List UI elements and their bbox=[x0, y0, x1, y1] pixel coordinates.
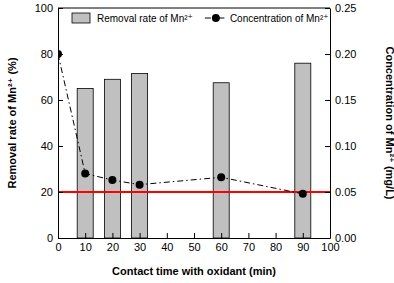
tick: 20 bbox=[107, 233, 119, 253]
legend-label: Removal rate of Mn²⁺ bbox=[97, 13, 193, 24]
tick-label: 40 bbox=[161, 241, 173, 253]
line bbox=[58, 54, 303, 194]
tick: 40 bbox=[41, 140, 63, 152]
tick: 80 bbox=[41, 48, 63, 60]
tick-mark bbox=[85, 233, 86, 238]
tick-label: 100 bbox=[35, 2, 53, 14]
legend-item: Concentration of Mn²⁺ bbox=[205, 13, 329, 24]
legend-item: Removal rate of Mn²⁺ bbox=[72, 13, 193, 24]
tick: 0.05 bbox=[325, 186, 356, 198]
tick-mark bbox=[248, 233, 249, 238]
tick: 80 bbox=[270, 233, 282, 253]
tick-label: 0.15 bbox=[335, 94, 356, 106]
tick-label: 60 bbox=[41, 94, 53, 106]
tick-mark bbox=[325, 192, 330, 193]
tick-label: 0 bbox=[55, 241, 61, 253]
tick: 70 bbox=[243, 233, 255, 253]
tick-mark bbox=[221, 233, 222, 238]
x-axis: 0102030405060708090100 bbox=[55, 233, 339, 253]
tick: 0.20 bbox=[325, 48, 356, 60]
frame bbox=[58, 8, 330, 9]
tick-mark bbox=[303, 233, 304, 238]
x-axis-title: Contact time with oxidant (min) bbox=[112, 265, 276, 277]
chart: 01020304050607080901000204060801000.000.… bbox=[0, 0, 394, 283]
tick-label: 80 bbox=[270, 241, 282, 253]
tick: 50 bbox=[188, 233, 200, 253]
tick-label: 80 bbox=[41, 48, 53, 60]
tick: 10 bbox=[80, 233, 92, 253]
marker bbox=[108, 176, 116, 184]
tick-mark bbox=[58, 192, 63, 193]
tick-mark bbox=[276, 233, 277, 238]
tick: 0.10 bbox=[325, 140, 356, 152]
legend: Removal rate of Mn²⁺ Concentration of Mn²… bbox=[72, 13, 329, 24]
marker bbox=[81, 170, 89, 178]
tick: 40 bbox=[161, 233, 173, 253]
tick: 90 bbox=[297, 233, 309, 253]
tick-label: 50 bbox=[188, 241, 200, 253]
plot: 01020304050607080901000204060801000.000.… bbox=[35, 2, 357, 253]
tick: 60 bbox=[41, 94, 63, 106]
y-axis-title: Removal rate of Mn²⁺ (%) bbox=[6, 57, 18, 188]
tick-mark bbox=[194, 233, 195, 238]
tick-label: 90 bbox=[297, 241, 309, 253]
tick-label: 10 bbox=[80, 241, 92, 253]
tick-label: 0.10 bbox=[335, 140, 356, 152]
bar bbox=[213, 83, 229, 238]
tick-label: 0.25 bbox=[335, 2, 356, 14]
tick: 20 bbox=[41, 186, 63, 198]
tick-label: 0.20 bbox=[335, 48, 356, 60]
marker bbox=[217, 173, 225, 181]
tick-mark bbox=[325, 100, 330, 101]
tick: 30 bbox=[134, 233, 146, 253]
tick-mark bbox=[325, 238, 330, 239]
tick-mark bbox=[167, 233, 168, 238]
y2-axis-title: Concentration of Mn²⁺ (mg/L) bbox=[384, 46, 394, 199]
tick-mark bbox=[58, 54, 63, 55]
tick-mark bbox=[58, 100, 63, 101]
tick-mark bbox=[112, 233, 113, 238]
bar bbox=[132, 74, 148, 238]
axis-line bbox=[330, 9, 331, 239]
tick-mark bbox=[58, 238, 63, 239]
tick: 0.00 bbox=[325, 232, 356, 244]
marker bbox=[136, 181, 144, 189]
tick-label: 0 bbox=[47, 232, 53, 244]
legend-marker bbox=[212, 14, 220, 22]
legend-swatch bbox=[72, 13, 90, 23]
legend-label: Concentration of Mn²⁺ bbox=[230, 13, 329, 24]
tick-label: 20 bbox=[107, 241, 119, 253]
marker bbox=[299, 190, 307, 198]
tick-label: 70 bbox=[243, 241, 255, 253]
axis-line bbox=[59, 238, 331, 239]
tick-label: 40 bbox=[41, 140, 53, 152]
y2-axis: 0.00 0.05 0.10 0.15 0.20 0.25 bbox=[325, 2, 356, 244]
bar bbox=[104, 79, 120, 238]
marks bbox=[58, 50, 330, 238]
y-axis: 0 20 40 60 80 100 bbox=[35, 2, 63, 244]
tick: 0.15 bbox=[325, 94, 356, 106]
tick-mark bbox=[325, 146, 330, 147]
tick-label: 20 bbox=[41, 186, 53, 198]
tick-mark bbox=[325, 54, 330, 55]
bar bbox=[77, 89, 93, 239]
tick: 0 bbox=[47, 232, 63, 244]
axis-line bbox=[58, 9, 59, 239]
bar bbox=[295, 63, 311, 238]
tick-mark bbox=[140, 233, 141, 238]
tick-label: 0.00 bbox=[335, 232, 356, 244]
tick-mark bbox=[58, 146, 63, 147]
tick-label: 60 bbox=[216, 241, 228, 253]
tick-label: 30 bbox=[134, 241, 146, 253]
tick-label: 0.05 bbox=[335, 186, 356, 198]
tick: 60 bbox=[216, 233, 228, 253]
